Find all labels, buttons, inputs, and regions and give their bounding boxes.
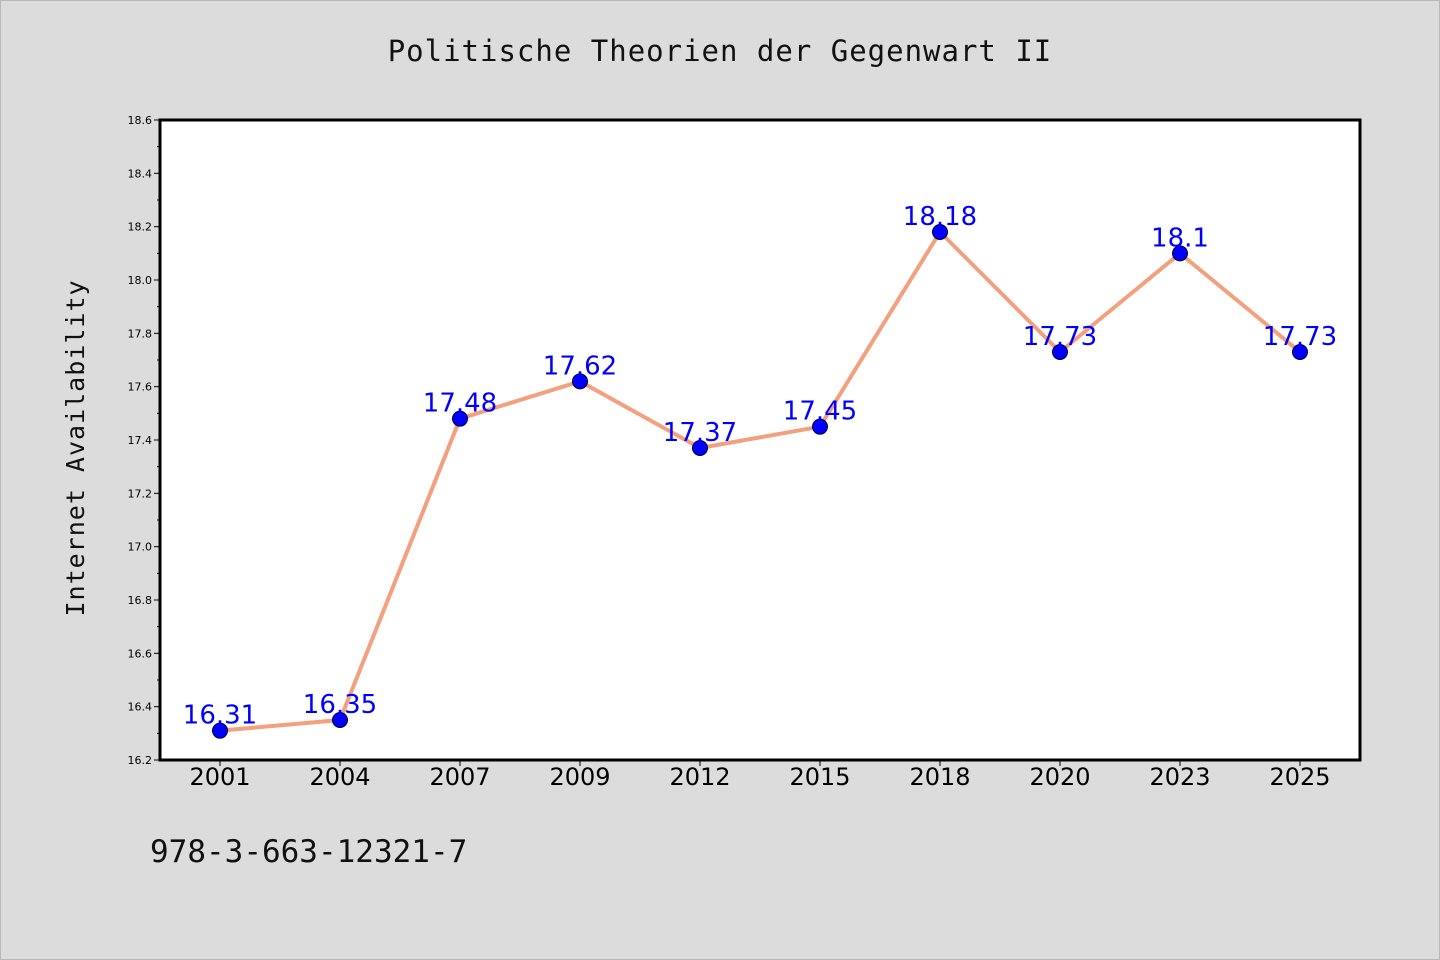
data-point: [932, 224, 948, 240]
x-tick-label: 2020: [1029, 763, 1090, 791]
data-label: 18.18: [903, 202, 977, 232]
x-axis-ticks: 2001 2004 2007 2009 2012 2015 2018 2020 2023 2025: [189, 760, 1331, 791]
y-tick-label: 17.0: [128, 541, 153, 554]
y-tick-label: 17.6: [128, 381, 153, 394]
y-tick-label: 18.2: [128, 221, 153, 234]
data-point: [212, 722, 228, 739]
data-label: 17.37: [663, 418, 737, 448]
x-tick-label: 2025: [1269, 763, 1330, 791]
y-tick-label: 16.8: [128, 594, 153, 607]
x-tick-label: 2009: [549, 763, 610, 791]
y-tick-label: 16.6: [128, 647, 153, 660]
data-label: 17.62: [543, 351, 617, 381]
data-label: 16.31: [183, 701, 257, 731]
y-tick-label: 16.4: [128, 701, 153, 714]
data-point: [1052, 344, 1068, 360]
plot-area: [158, 118, 1362, 762]
x-tick-label: 2007: [429, 763, 490, 791]
data-point: [332, 712, 348, 728]
data-point: [692, 440, 708, 456]
data-label: 17.73: [1023, 322, 1097, 352]
data-label: 18.1: [1151, 223, 1209, 253]
x-tick-label: 2018: [909, 763, 970, 791]
series-line: [219, 230, 1302, 733]
y-tick-label: 18.0: [128, 274, 153, 287]
y-tick-label: 17.8: [128, 327, 153, 340]
data-label: 17.48: [423, 389, 497, 419]
data-label: 17.45: [783, 397, 857, 427]
data-label-group: 16.31 16.35 17.48 17.62 17.37 17.45 18.18 17.73…: [183, 202, 1337, 731]
data-point: [1172, 245, 1188, 262]
y-tick-label: 16.2: [128, 754, 153, 767]
x-tick-label: 2001: [189, 763, 250, 791]
series-group: [212, 224, 1308, 739]
y-axis-title: Internet Availability: [61, 279, 90, 616]
isbn-annotation: 978-3-663-12321-7: [150, 834, 468, 870]
data-point: [572, 373, 588, 390]
y-tick-label: 17.2: [128, 487, 153, 500]
data-point: [812, 418, 828, 435]
y-tick-label: 17.4: [128, 434, 153, 447]
data-label: 17.73: [1263, 322, 1337, 352]
chart-title: Politische Theorien der Gegenwart II: [387, 34, 1053, 68]
x-tick-label: 2012: [669, 763, 730, 791]
x-tick-label: 2023: [1149, 763, 1210, 791]
data-point: [452, 410, 468, 427]
data-point: [1292, 344, 1308, 360]
y-tick-label: 18.4: [128, 167, 153, 180]
x-tick-label: 2004: [309, 763, 370, 791]
y-axis-ticks: 16.2 16.4 16.6 16.8 17.0 17.2 17.4 17.6 17.8 18.0…: [128, 114, 160, 767]
x-tick-label: 2015: [789, 763, 850, 791]
data-label: 16.35: [303, 690, 377, 720]
y-tick-label: 18.6: [128, 114, 153, 127]
